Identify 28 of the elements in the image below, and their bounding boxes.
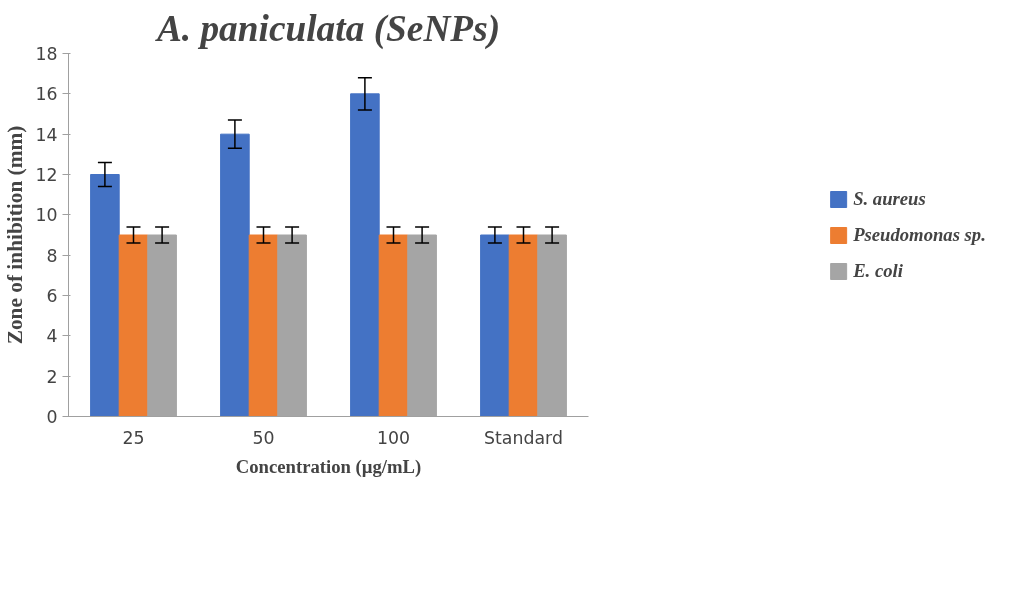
legend-label: S. aureus [853,187,926,210]
y-tick-label: 12 [35,165,58,185]
y-tick-label: 6 [46,286,58,306]
y-tick-label: 2 [46,366,58,387]
x-axis-title: Concentration (µg/mL) [235,455,422,478]
y-tick-label: 18 [35,44,58,64]
x-tick-label: 50 [252,427,275,448]
x-tick-label: Standard [484,427,563,448]
y-tick-label: 10 [35,205,58,226]
y-tick-label: 14 [35,124,58,145]
bar [90,174,120,417]
legend-label: E. coli [853,259,903,282]
y-tick-label: 8 [46,245,58,266]
y-tick-label: 16 [35,84,58,105]
bar [350,93,380,417]
bar [248,234,279,417]
bar [480,234,510,417]
legend-label: Pseudomonas sp. [853,223,986,246]
y-tick-label: 4 [46,326,58,347]
x-tick-label: 100 [376,427,411,448]
bar [378,234,409,417]
bar [508,234,539,417]
y-tick-label: 0 [46,407,58,427]
bar [220,133,250,417]
chart-title: A. paniculata (SeNPs) [154,7,501,50]
bar [118,234,149,417]
y-axis-title: Zone of inhibition (mm) [3,125,28,345]
x-tick-label: 25 [122,427,145,448]
